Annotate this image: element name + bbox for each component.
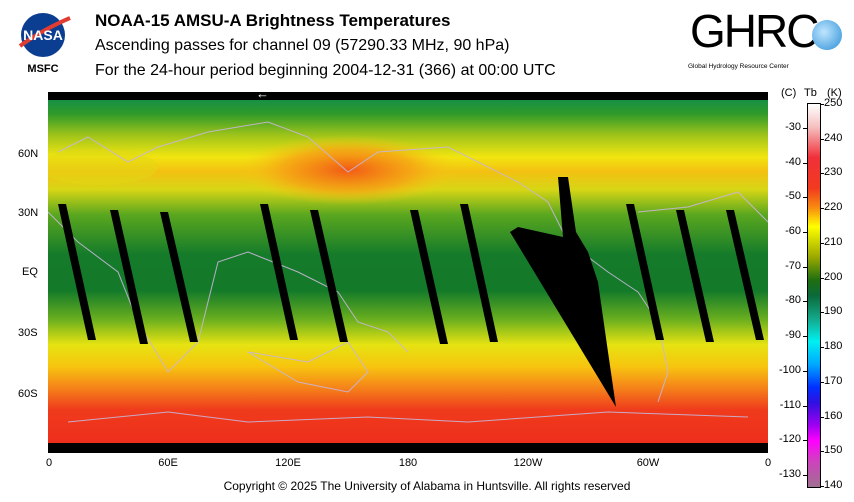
period: For the 24-hour period beginning 2004-12… — [95, 62, 556, 79]
celsius-tick-mark — [803, 231, 807, 233]
lon-label: 0 — [45, 457, 53, 469]
top-black-bar — [48, 92, 768, 100]
celsius-tick-label: -40 — [785, 155, 801, 168]
lat-label: 30S — [18, 327, 38, 339]
colorbar — [807, 103, 821, 488]
kelvin-tick-mark — [820, 277, 824, 279]
copyright: Copyright © 2025 The University of Alaba… — [223, 479, 631, 493]
kelvin-tick-label: 210 — [824, 235, 843, 248]
celsius-tick-label: -80 — [785, 294, 801, 307]
lat-label: 60N — [18, 148, 39, 160]
lon-label: 60E — [158, 457, 178, 469]
celsius-tick-mark — [803, 440, 807, 442]
coastlines — [48, 121, 768, 423]
celsius-tick-mark — [803, 301, 807, 303]
kelvin-tick-mark — [820, 451, 824, 453]
celsius-tick-mark — [803, 162, 807, 164]
celsius-tick-mark — [803, 370, 807, 372]
kelvin-tick-label: 160 — [824, 409, 843, 422]
kelvin-tick-mark — [820, 208, 824, 210]
lat-label: EQ — [22, 266, 38, 278]
kelvin-tick-mark — [820, 104, 824, 105]
kelvin-tick-mark — [820, 312, 824, 314]
celsius-tick-mark — [803, 405, 807, 407]
bottom-black-bar — [48, 443, 768, 453]
kelvin-tick-mark — [820, 416, 824, 418]
kelvin-tick-label: 250 — [824, 97, 843, 109]
celsius-tick-label: -130 — [778, 468, 801, 481]
lon-label: 120W — [513, 457, 543, 469]
nasa-logo: NASA MSFC — [12, 10, 74, 75]
colorbar-title: Tb — [804, 87, 817, 99]
kelvin-tick-label: 170 — [824, 374, 843, 387]
lon-label: 0 — [764, 457, 772, 469]
svg-text:NASA: NASA — [23, 27, 63, 43]
kelvin-tick-mark — [820, 347, 824, 349]
kelvin-tick-label: 140 — [824, 479, 843, 491]
celsius-tick-mark — [803, 197, 807, 199]
ghrc-logo: GHRC Global Hydrology Resource Center — [688, 5, 848, 74]
lat-label: 30N — [18, 207, 39, 219]
kelvin-tick-mark — [820, 173, 824, 175]
celsius-tick-label: -50 — [785, 190, 801, 203]
celsius-tick-label: -60 — [785, 224, 801, 237]
nasa-caption: MSFC — [27, 63, 59, 75]
kelvin-tick-label: 150 — [824, 444, 843, 457]
brightness-temperature-map — [48, 92, 768, 453]
celsius-tick-label: -110 — [779, 398, 801, 411]
kelvin-tick-label: 220 — [824, 201, 843, 214]
kelvin-tick-label: 240 — [824, 131, 843, 144]
subtitle: Ascending passes for channel 09 (57290.3… — [95, 37, 510, 54]
ghrc-caption: Global Hydrology Resource Center — [688, 63, 789, 70]
kelvin-tick-label: 230 — [824, 166, 843, 179]
celsius-tick-mark — [803, 336, 807, 338]
kelvin-tick-label: 200 — [824, 270, 843, 283]
lat-label: 60S — [18, 388, 38, 400]
lon-label: 60W — [636, 457, 660, 469]
celsius-tick-label: -70 — [785, 259, 801, 272]
celsius-tick-label: -100 — [778, 363, 801, 376]
kelvin-tick-label: 190 — [824, 305, 843, 318]
lon-label: 120E — [275, 457, 301, 469]
kelvin-tick-mark — [820, 486, 824, 487]
data-gaps — [58, 177, 764, 407]
celsius-tick-mark — [803, 127, 807, 129]
kelvin-tick-mark — [820, 242, 824, 244]
celsius-tick-label: -90 — [785, 329, 801, 342]
kelvin-tick-mark — [820, 138, 824, 140]
celsius-tick-label: -30 — [785, 120, 801, 133]
page-title: NOAA-15 AMSU-A Brightness Temperatures — [95, 11, 451, 30]
kelvin-tick-label: 180 — [824, 340, 843, 353]
celsius-tick-mark — [803, 475, 807, 477]
colorbar-unit-c: (C) — [781, 87, 797, 99]
colorbar-unit-k: (K) — [827, 87, 842, 99]
celsius-tick-mark — [803, 266, 807, 268]
lon-label: 180 — [398, 457, 418, 469]
kelvin-tick-mark — [820, 381, 824, 383]
direction-arrow: ← — [256, 86, 269, 101]
celsius-tick-label: -120 — [778, 433, 801, 446]
